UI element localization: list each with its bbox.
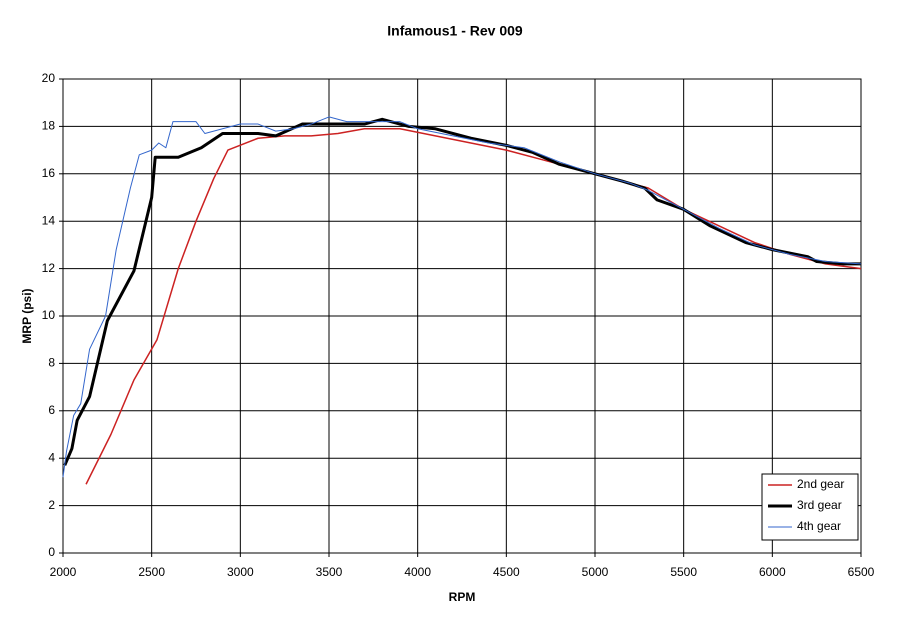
x-tick-label: 3000 <box>227 565 254 579</box>
y-tick-label: 20 <box>42 71 56 85</box>
x-tick-label: 4000 <box>404 565 431 579</box>
y-tick-label: 0 <box>48 545 55 559</box>
chart-title: Infamous1 - Rev 009 <box>387 23 523 39</box>
data-line <box>62 116 862 478</box>
x-tick-label: 5500 <box>670 565 697 579</box>
x-tick-label: 6500 <box>848 565 875 579</box>
x-tick-label: 6000 <box>759 565 786 579</box>
y-tick-label: 2 <box>48 498 55 512</box>
x-tick-label: 3500 <box>316 565 343 579</box>
y-tick-label: 16 <box>42 166 56 180</box>
legend-label: 3rd gear <box>797 498 842 512</box>
y-tick-label: 12 <box>42 261 56 275</box>
y-tick-label: 8 <box>48 356 55 370</box>
y-tick-label: 10 <box>42 308 56 322</box>
data-line <box>63 117 861 466</box>
x-tick-label: 5000 <box>582 565 609 579</box>
y-axis-label: MRP (psi) <box>20 288 34 343</box>
y-tick-label: 14 <box>42 213 56 227</box>
legend-label: 4th gear <box>797 519 841 533</box>
y-tick-label: 4 <box>48 450 55 464</box>
y-tick-label: 18 <box>42 119 56 133</box>
x-axis-label: RPM <box>449 590 476 604</box>
data-line <box>85 128 862 485</box>
legend-label: 2nd gear <box>797 477 844 491</box>
x-tick-label: 4500 <box>493 565 520 579</box>
x-tick-label: 2000 <box>50 565 77 579</box>
y-tick-label: 6 <box>48 403 55 417</box>
x-tick-label: 2500 <box>138 565 165 579</box>
